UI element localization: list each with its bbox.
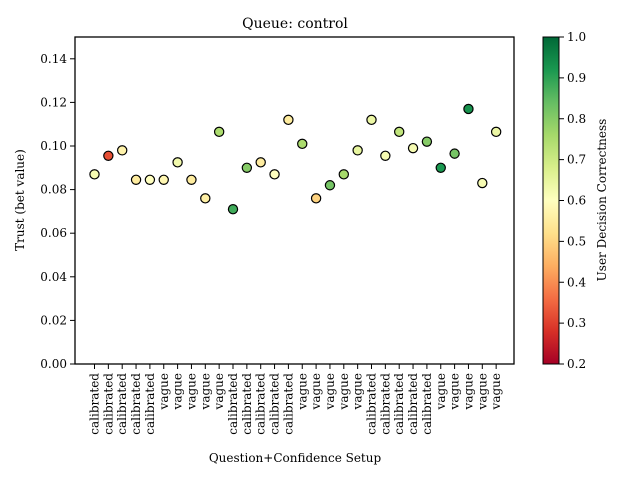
data-point	[269, 169, 280, 180]
data-point	[380, 150, 391, 162]
data-point	[490, 126, 502, 138]
data-point	[255, 157, 266, 168]
x-tick-label: calibrated	[378, 373, 392, 435]
y-tick-label: 0.14	[40, 52, 67, 66]
colorbar-tick-label: 0.9	[567, 71, 586, 85]
x-tick-label: calibrated	[88, 373, 102, 435]
x-tick-label: vague	[461, 373, 475, 410]
x-tick-label: calibrated	[268, 373, 282, 435]
colorbar-tick-label: 0.3	[567, 316, 586, 330]
plot-frame	[74, 36, 515, 365]
colorbar-tick-label: 1.0	[567, 30, 586, 44]
x-tick-label: calibrated	[129, 373, 143, 435]
colorbar-tick-label: 0.5	[567, 234, 586, 248]
data-point	[158, 174, 169, 185]
data-point	[186, 174, 197, 185]
x-tick-label: calibrated	[392, 373, 406, 435]
x-tick-label: calibrated	[254, 373, 268, 435]
x-tick-label: calibrated	[226, 373, 240, 435]
data-point	[352, 145, 363, 156]
colorbar-tick-label: 0.8	[567, 112, 586, 126]
colorbar	[542, 36, 560, 365]
x-tick-label: vague	[489, 373, 503, 410]
data-point	[463, 103, 474, 115]
data-point	[338, 169, 349, 180]
y-tick-label: 0.02	[40, 313, 67, 327]
x-tick-label: vague	[157, 373, 171, 410]
x-tick-label: vague	[295, 373, 309, 410]
data-point	[241, 162, 253, 173]
x-axis-label: Question+Confidence Setup	[209, 451, 382, 465]
data-point	[310, 193, 322, 204]
data-point	[172, 157, 183, 168]
y-tick-label: 0.10	[40, 139, 67, 153]
x-tick-label: vague	[351, 373, 365, 410]
x-tick-label: calibrated	[101, 373, 115, 435]
data-point	[324, 180, 336, 191]
x-tick-label: vague	[475, 373, 489, 410]
data-point	[227, 204, 239, 215]
x-tick-label: calibrated	[143, 373, 157, 435]
data-point	[116, 145, 128, 156]
data-point	[144, 174, 156, 185]
colorbar-label: User Decision Correctness	[595, 119, 609, 282]
data-point	[297, 138, 308, 150]
x-tick-label: calibrated	[420, 373, 434, 435]
data-point	[200, 193, 211, 204]
y-tick-label: 0.06	[40, 226, 67, 240]
data-point	[366, 114, 377, 126]
x-tick-label: calibrated	[406, 373, 420, 435]
x-tick-label: calibrated	[115, 373, 129, 435]
x-tick-label: vague	[448, 373, 462, 410]
colorbar-tick-label: 0.7	[567, 153, 586, 167]
y-tick-label: 0.12	[40, 95, 67, 109]
x-tick-label: vague	[309, 373, 323, 410]
x-tick-label: vague	[337, 373, 351, 410]
data-point	[449, 148, 460, 159]
x-tick-label: vague	[212, 373, 226, 410]
y-tick-label: 0.08	[40, 183, 67, 197]
x-tick-label: vague	[184, 373, 198, 410]
data-point	[421, 136, 433, 147]
data-point	[283, 114, 294, 126]
x-tick-label: calibrated	[281, 373, 295, 435]
data-point	[477, 177, 488, 189]
y-tick-label: 0.04	[40, 270, 67, 284]
data-point	[89, 169, 100, 180]
y-axis-label: Trust (bet value)	[13, 149, 27, 251]
x-tick-label: vague	[323, 373, 337, 410]
colorbar-tick-label: 0.2	[567, 357, 586, 371]
x-tick-label: vague	[434, 373, 448, 410]
data-point	[213, 126, 225, 138]
data-point	[435, 162, 446, 173]
colorbar-tick-label: 0.4	[567, 275, 586, 289]
data-point	[394, 126, 405, 138]
x-tick-label: vague	[198, 373, 212, 410]
x-tick-label: vague	[171, 373, 185, 410]
x-tick-label: calibrated	[240, 373, 254, 435]
chart-title: Queue: control	[242, 16, 348, 32]
x-tick-label: calibrated	[365, 373, 379, 435]
data-point	[130, 174, 142, 185]
colorbar-tick-label: 0.6	[567, 194, 586, 208]
y-tick-label: 0.00	[40, 357, 67, 371]
data-point	[407, 142, 419, 154]
data-point	[103, 150, 114, 162]
